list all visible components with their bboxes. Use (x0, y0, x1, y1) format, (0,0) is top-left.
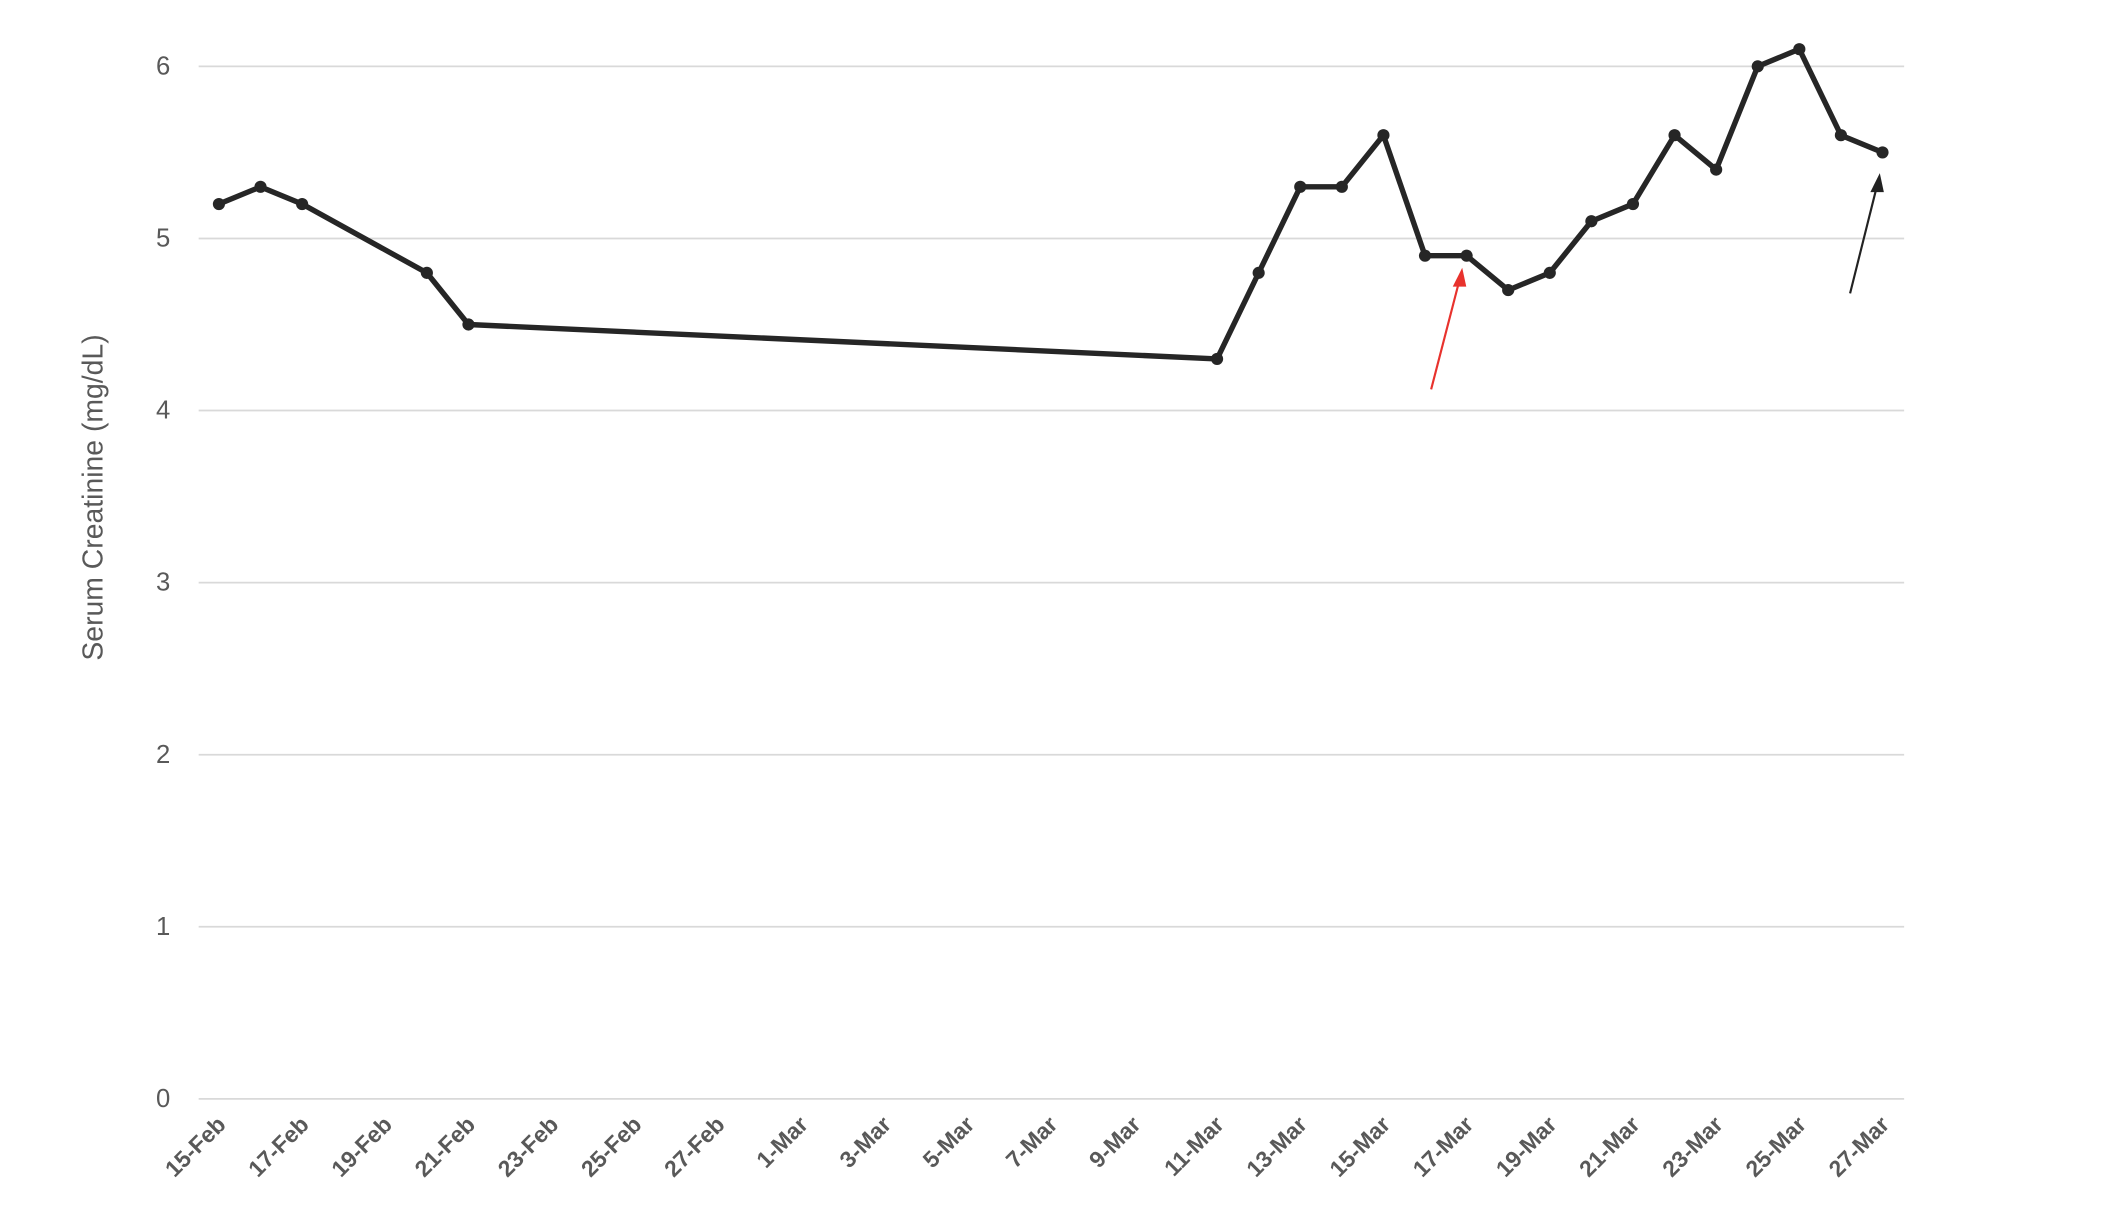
data-point (1834, 129, 1847, 142)
data-point (1418, 249, 1432, 262)
y-tick-label: 0 (156, 1085, 170, 1113)
y-tick-label: 4 (156, 397, 170, 425)
data-point (1543, 266, 1556, 279)
x-tick-label: 5-Mar (917, 1111, 979, 1173)
x-tick-label: 7-Mar (1001, 1111, 1063, 1173)
x-tick-label: 25-Feb (576, 1111, 647, 1182)
x-tick-label: 13-Mar (1241, 1111, 1312, 1182)
data-point (254, 180, 267, 193)
data-point (1626, 197, 1640, 211)
x-tick-label: 23-Mar (1657, 1111, 1728, 1182)
data-line (217, 46, 1884, 362)
x-tick-label: 1-Mar (751, 1111, 813, 1173)
y-axis-label: Serum Creatinine (mg/dL) (78, 334, 110, 660)
x-tick-label: 25-Mar (1740, 1111, 1811, 1182)
data-point (1460, 249, 1473, 262)
x-tick-label: 15-Feb (160, 1111, 231, 1182)
y-tick-label: 1 (156, 913, 170, 941)
arrow-head (1452, 267, 1467, 287)
y-tick-label: 6 (156, 53, 170, 81)
data-point (1751, 60, 1764, 73)
data-point (1377, 129, 1390, 142)
arrow-head (1870, 173, 1884, 193)
x-tick-label: 17-Feb (243, 1111, 314, 1182)
data-point (212, 197, 226, 211)
data-point (1502, 284, 1515, 297)
data-point (1793, 43, 1806, 56)
data-point (1710, 163, 1723, 176)
x-tick-label: 21-Mar (1574, 1111, 1645, 1182)
data-point (420, 266, 433, 279)
x-tick-label: 11-Mar (1159, 1111, 1229, 1181)
x-tick-label: 19-Mar (1491, 1111, 1562, 1182)
x-tick-label: 17-Mar (1408, 1111, 1479, 1182)
data-point (1294, 180, 1307, 193)
y-tick-label: 5 (156, 225, 170, 253)
data-point (1335, 180, 1348, 193)
data-point (462, 318, 475, 331)
data-point (1252, 266, 1265, 279)
grid (198, 65, 1905, 1100)
data-point (1876, 146, 1889, 159)
data-point (1585, 215, 1598, 228)
x-tick-label: 27-Feb (659, 1111, 730, 1182)
x-tick-label: 15-Mar (1324, 1111, 1395, 1182)
x-tick-label: 21-Feb (409, 1111, 480, 1182)
x-tick-label: 9-Mar (1084, 1111, 1146, 1173)
x-tick-label: 23-Feb (493, 1111, 564, 1182)
y-tick-label: 2 (156, 741, 170, 769)
data-point (1210, 352, 1224, 365)
data-point (1668, 129, 1681, 142)
x-tick-label: 19-Feb (326, 1111, 397, 1182)
annotation-arrow (1430, 279, 1461, 390)
data-point (296, 197, 309, 211)
x-tick-label: 3-Mar (834, 1111, 896, 1173)
y-tick-label: 3 (156, 569, 170, 597)
annotation-arrow (1849, 185, 1879, 294)
x-tick-label: 27-Mar (1823, 1111, 1894, 1182)
